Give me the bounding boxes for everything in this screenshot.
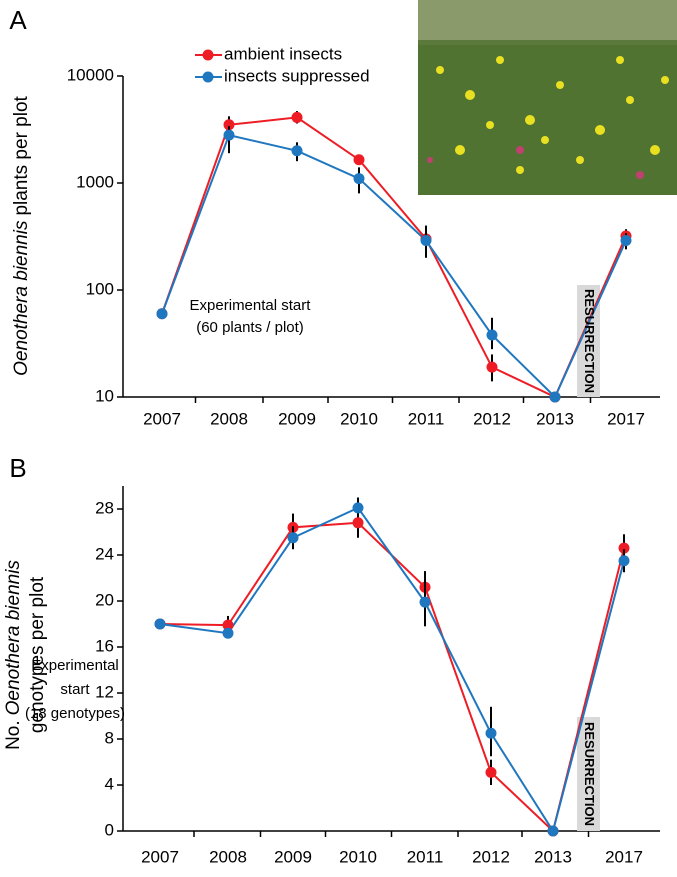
data-point — [352, 502, 364, 514]
resurrection-label: RESURRECTION — [582, 722, 597, 826]
data-point — [419, 596, 431, 608]
y-tick-label: 8 — [105, 728, 114, 747]
data-point — [222, 619, 234, 631]
y-tick-label: 16 — [95, 636, 114, 655]
data-point — [485, 727, 497, 739]
data-point — [287, 532, 299, 544]
x-tick-label: 2010 — [339, 847, 377, 866]
annotation: start — [60, 681, 90, 698]
x-tick-label: 2008 — [209, 847, 247, 866]
y-tick-label: 28 — [95, 498, 114, 517]
data-point — [353, 154, 365, 166]
data-point — [486, 329, 498, 341]
legend-marker — [202, 71, 214, 83]
series-line — [159, 521, 625, 833]
y-tick-label: 12 — [95, 682, 114, 701]
y-axis-label: Oenothera biennis plants per plot — [11, 95, 32, 375]
y-tick-label: 1000 — [76, 172, 114, 191]
series-line — [161, 133, 627, 399]
panel-label: A — [9, 5, 27, 35]
data-point — [291, 145, 303, 157]
data-point — [223, 129, 235, 141]
series-line — [161, 116, 627, 399]
annotation: (60 plants / plot) — [196, 319, 304, 336]
annotation: Experimental start — [190, 297, 312, 314]
resurrection-box — [577, 285, 600, 397]
photo-inset — [418, 0, 677, 195]
data-point — [620, 235, 632, 247]
legend-marker — [202, 49, 214, 61]
series-line — [159, 506, 625, 834]
data-point — [618, 555, 630, 567]
data-point — [223, 119, 235, 131]
x-tick-label: 2013 — [534, 847, 572, 866]
y-tick-label: 0 — [105, 820, 114, 839]
x-tick-label: 2007 — [143, 409, 181, 428]
x-tick-label: 2007 — [141, 847, 179, 866]
y-label-italic: Oenothera biennis — [3, 560, 24, 716]
data-point — [156, 308, 168, 320]
data-point — [486, 361, 498, 373]
x-tick-label: 2011 — [408, 409, 445, 428]
x-tick-label: 2011 — [407, 847, 444, 866]
y-tick-label: 100 — [86, 279, 114, 298]
y-tick-label: 20 — [95, 590, 114, 609]
data-point — [353, 173, 365, 185]
y-label-italic: Oenothera biennis — [11, 220, 32, 376]
x-tick-label: 2009 — [278, 409, 316, 428]
annotation: Experimental — [31, 657, 119, 674]
x-tick-label: 2012 — [473, 409, 511, 428]
x-tick-label: 2017 — [607, 409, 645, 428]
data-point — [222, 627, 234, 639]
x-tick-label: 2010 — [340, 409, 378, 428]
y-label: plants per plot — [11, 95, 32, 215]
x-tick-label: 2009 — [274, 847, 312, 866]
data-point — [154, 618, 166, 630]
data-point — [618, 542, 630, 554]
x-tick-label: 2012 — [472, 847, 510, 866]
x-tick-label: 2013 — [536, 409, 574, 428]
y-tick-label: 24 — [95, 544, 114, 563]
data-point — [420, 235, 432, 247]
x-tick-label: 2017 — [605, 847, 643, 866]
data-point — [547, 825, 559, 837]
y-label-prefix: No. — [3, 720, 24, 750]
resurrection-box — [577, 717, 600, 831]
x-tick-label: 2008 — [210, 409, 248, 428]
y-tick-label: 4 — [105, 774, 114, 793]
legend-label: insects suppressed — [224, 66, 370, 85]
legend-label: ambient insects — [224, 44, 342, 63]
annotation: (18 genotypes) — [25, 705, 125, 722]
y-tick-label: 10 — [95, 386, 114, 405]
data-point — [549, 391, 561, 403]
data-point — [352, 517, 364, 529]
data-point — [291, 111, 303, 123]
panel-label: B — [9, 453, 26, 483]
y-label-line2: genotypes per plot — [27, 576, 48, 733]
resurrection-label: RESURRECTION — [582, 289, 597, 393]
y-tick-label: 10000 — [67, 65, 114, 84]
y-axis-label: No. Oenothera biennis genotypes per plot — [3, 560, 48, 750]
data-point — [485, 766, 497, 778]
